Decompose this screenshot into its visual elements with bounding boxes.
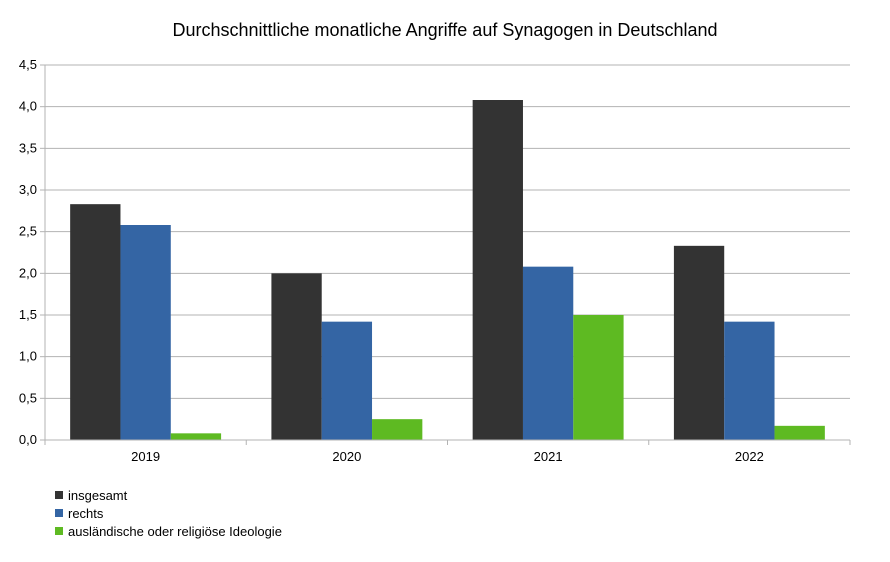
x-tick-label: 2022 xyxy=(735,449,764,464)
bar-2019-series-2 xyxy=(170,433,222,440)
bar-chart: 0,0 0,5 1,0 1,5 2,0 2,5 3,0 3,5 4,0 4,5 2019 2020 20… xyxy=(19,57,851,464)
bar-2022-series-1 xyxy=(724,321,775,440)
chart-title: Durchschnittliche monatliche Angriffe au… xyxy=(172,20,718,40)
bar-2021-series-0 xyxy=(472,100,523,440)
x-tick-label: 2020 xyxy=(332,449,361,464)
legend-swatch xyxy=(55,491,63,499)
x-tick-label: 2019 xyxy=(131,449,160,464)
bar-2022-series-2 xyxy=(774,425,825,440)
legend-item: rechts xyxy=(55,504,282,522)
y-tick-label: 2,0 xyxy=(19,265,37,280)
bar-2022-series-0 xyxy=(673,245,725,440)
y-tick-label: 3,0 xyxy=(19,182,37,197)
bar-2020-series-0 xyxy=(271,273,322,440)
legend-swatch xyxy=(55,527,63,535)
legend-label: insgesamt xyxy=(68,487,128,503)
bar-2021-series-1 xyxy=(522,266,574,440)
y-tick-label: 0,0 xyxy=(19,432,37,447)
axes: 0,0 0,5 1,0 1,5 2,0 2,5 3,0 3,5 4,0 4,5 2019 2020 20… xyxy=(19,57,851,464)
bar-2020-series-2 xyxy=(372,419,423,440)
legend-swatch xyxy=(55,509,63,517)
x-tick-label: 2021 xyxy=(534,449,563,464)
legend-item: insgesamt xyxy=(55,486,282,504)
bar-2021-series-2 xyxy=(573,315,624,440)
y-tick-label: 3,5 xyxy=(19,140,37,155)
y-tick-label: 2,5 xyxy=(19,224,37,239)
bar-2020-series-1 xyxy=(321,321,373,440)
y-tick-label: 4,0 xyxy=(19,99,37,114)
y-tick-label: 4,5 xyxy=(19,57,37,72)
y-tick-label: 0,5 xyxy=(19,390,37,405)
legend: insgesamt rechts ausländische oder religiö… xyxy=(55,486,282,540)
y-tick-label: 1,5 xyxy=(19,307,37,322)
legend-item: ausländische oder religiöse Ideologie xyxy=(55,522,282,540)
bar-2019-series-0 xyxy=(70,204,121,440)
legend-label: ausländische oder religiöse Ideologie xyxy=(68,523,282,539)
legend-label: rechts xyxy=(68,505,104,521)
y-tick-label: 1,0 xyxy=(19,349,37,364)
bar-2019-series-1 xyxy=(120,225,171,440)
bars xyxy=(70,100,825,440)
